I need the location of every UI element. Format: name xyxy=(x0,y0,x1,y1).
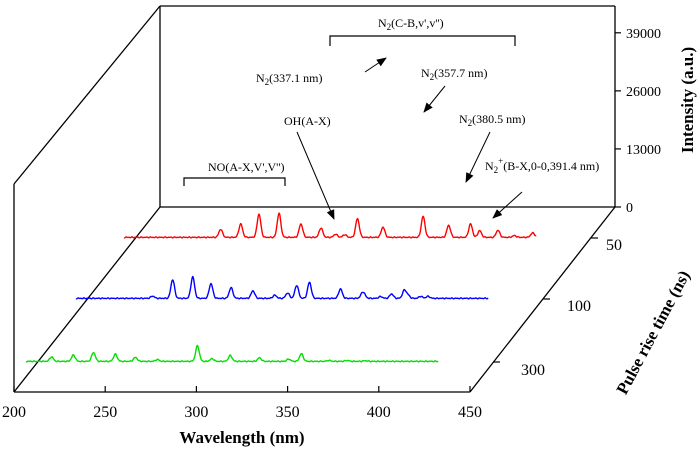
annotations xyxy=(183,35,523,220)
y-axis-ticks: 50 100 300 xyxy=(493,237,622,379)
spectra xyxy=(25,212,537,363)
z-axis-ticks: 0 13000 26000 39000 xyxy=(615,27,661,216)
annotation-n2-357: N2(357.7 nm) xyxy=(421,66,488,82)
box-frame xyxy=(13,5,616,393)
z-tick-label: 26000 xyxy=(626,85,661,100)
y-axis-line xyxy=(469,206,616,393)
x-tick-label: 300 xyxy=(184,404,208,421)
oh-arrow xyxy=(296,131,335,220)
x-tick-label: 450 xyxy=(458,404,482,421)
top-left-edge xyxy=(13,5,161,185)
annotation-n2-337: N2(337.1 nm) xyxy=(256,71,323,87)
n2-band-bracket xyxy=(329,35,516,46)
z-tick-label: 0 xyxy=(626,201,633,216)
annotation-labels: N2(C-B,v',v'') NO(A-X,V',V'') OH(A-X) N2(33… xyxy=(208,16,599,175)
annotation-n2-380: N2(380.5 nm) xyxy=(459,112,526,128)
y-axis-title: Pulse rise time (ns) xyxy=(613,267,694,397)
x-tick-label: 250 xyxy=(93,404,117,421)
x-axis-title: Wavelength (nm) xyxy=(179,428,304,447)
series-line-50 xyxy=(123,212,537,239)
y-tick-label: 50 xyxy=(606,237,622,254)
x-tick-label: 350 xyxy=(276,404,300,421)
x-axis-ticks: 200 250 300 350 400 450 xyxy=(2,386,482,421)
annotation-n2plus: N2+(B-X,0-0,391.4 nm) xyxy=(485,156,599,175)
x-tick-label: 400 xyxy=(367,404,391,421)
n2-357-arrow xyxy=(423,85,446,113)
no-band-bracket xyxy=(183,177,286,186)
annotation-no-band: NO(A-X,V',V'') xyxy=(208,160,284,174)
y-tick-label: 100 xyxy=(567,298,591,315)
floor-left-edge xyxy=(13,206,161,393)
x-tick-label: 200 xyxy=(2,404,26,421)
n2-337-arrow xyxy=(364,57,387,73)
n2-380-arrow xyxy=(465,131,491,183)
series-line-300 xyxy=(25,344,439,363)
z-axis-title: Intensity (a.u.) xyxy=(678,47,697,153)
series-line-100 xyxy=(75,275,489,300)
n2plus-arrow xyxy=(492,191,523,219)
annotation-oh: OH(A-X) xyxy=(284,114,331,128)
annotation-n2-band: N2(C-B,v',v'') xyxy=(378,16,444,32)
z-tick-label: 39000 xyxy=(626,27,661,42)
z-tick-label: 13000 xyxy=(626,143,661,158)
y-tick-label: 300 xyxy=(521,362,545,379)
